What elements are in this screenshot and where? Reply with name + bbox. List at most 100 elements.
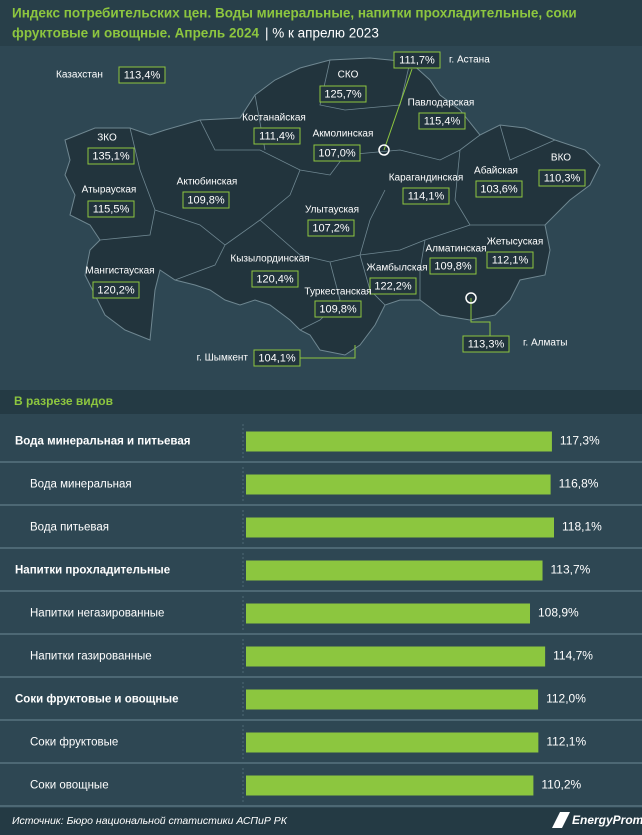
region-name: Жамбылская: [367, 262, 428, 274]
region-name: Жетысуская: [487, 237, 544, 248]
value-label: 120,4%: [256, 273, 294, 285]
title: Индекс потребительских цен. Воды минерал…: [12, 6, 577, 21]
leader-line: [300, 345, 356, 359]
value-label: 112,0%: [546, 692, 586, 706]
region-name: Абайская: [474, 165, 518, 177]
value-box: [307, 219, 355, 237]
value-box: [251, 270, 299, 288]
bar-layer: Вода минеральная и питьевая 117,3% Вода ми…: [0, 424, 642, 807]
value-label: 115,4%: [424, 115, 461, 127]
value-box: [418, 112, 466, 130]
value-label: 110,3%: [544, 172, 581, 184]
value-box: [118, 66, 166, 84]
region-name: Туркестанская: [304, 287, 371, 298]
value-box: [393, 51, 441, 69]
value-label: 115,5%: [93, 203, 130, 215]
region-name: г. Алматы: [523, 338, 567, 349]
value-label: 125,7%: [324, 88, 362, 100]
region-name: Павлодарская: [408, 98, 475, 109]
value-label: 109,8%: [187, 194, 225, 206]
subtitle: | % к апрелю 2023: [265, 26, 379, 41]
value-box: [182, 191, 230, 209]
bar: [246, 732, 539, 753]
value-box: [402, 187, 450, 205]
row-label: Напитки прохладительные: [15, 565, 170, 577]
row-label: Соки фруктовые и овощные: [15, 694, 179, 706]
value-label: 110,2%: [541, 778, 581, 792]
region-name: Актюбинская: [177, 176, 238, 188]
row-label: Соки фруктовые: [30, 737, 118, 749]
value-label: 113,3%: [468, 338, 505, 350]
value-box: [87, 200, 135, 218]
section-band: [0, 390, 642, 414]
value-label: 114,7%: [553, 649, 593, 663]
logo-icon: [552, 812, 570, 828]
bar: [246, 517, 554, 538]
row-label: Напитки негазированные: [30, 608, 164, 620]
bar: [246, 560, 543, 581]
footer-band: [0, 808, 642, 835]
bar: [246, 431, 552, 452]
region-name: г. Шымкент: [197, 353, 249, 364]
section-title: В разрезе видов: [14, 394, 113, 408]
map-layer: Казахстан 113,4% ЗКО 135,1% Атырауская 115,5%…: [56, 51, 586, 367]
value-label: 135,1%: [92, 150, 130, 162]
value-label: 113,7%: [551, 563, 591, 577]
value-box: [319, 85, 367, 103]
region-name: Акмолинская: [313, 129, 374, 140]
value-label: 112,1%: [492, 254, 529, 266]
value-box: [486, 251, 534, 269]
value-label: 109,8%: [434, 260, 472, 272]
value-box: [429, 257, 477, 275]
value-label: 111,7%: [399, 54, 435, 66]
value-label: 113,4%: [124, 69, 161, 81]
country-shape: [64, 57, 601, 356]
source: Источник: Бюро национальной статистики А…: [12, 815, 288, 827]
region-name: Казахстан: [56, 70, 103, 81]
value-box: [538, 169, 586, 187]
bar: [246, 603, 531, 624]
region-name: Кызылординская: [230, 254, 309, 265]
leader-line: [383, 68, 413, 151]
bar: [246, 646, 546, 667]
value-label: 111,4%: [259, 130, 295, 142]
region-name: ВКО: [551, 153, 571, 164]
bar: [246, 474, 551, 495]
leader-line: [470, 298, 491, 336]
value-label: 112,1%: [546, 735, 586, 749]
region-name: Улытауская: [305, 205, 359, 216]
value-label: 114,1%: [408, 190, 445, 202]
value-label: 122,2%: [374, 280, 412, 292]
region-name: Карагандинская: [389, 173, 464, 184]
region-name: Атырауская: [82, 185, 137, 196]
logo: EnergyProm: [572, 813, 642, 827]
value-box: [87, 147, 135, 165]
value-label: 107,0%: [318, 147, 356, 159]
value-label: 116,8%: [559, 477, 599, 491]
value-box: [462, 335, 510, 353]
row-label: Вода минеральная и питьевая: [15, 436, 190, 448]
value-label: 104,1%: [258, 352, 296, 364]
region-name: СКО: [338, 70, 359, 81]
value-label: 109,8%: [319, 303, 357, 315]
region-name: ЗКО: [97, 133, 117, 144]
region-name: Мангистауская: [85, 266, 154, 277]
value-label: 117,3%: [560, 434, 600, 448]
value-box: [475, 180, 523, 198]
value-box: [313, 144, 361, 162]
value-label: 107,2%: [312, 222, 350, 234]
bar: [246, 689, 539, 710]
value-label: 103,6%: [480, 183, 518, 195]
value-label: 120,2%: [97, 284, 135, 296]
row-label: Соки овощные: [30, 780, 109, 792]
value-box: [369, 277, 417, 295]
value-box: [92, 281, 140, 299]
title: фруктовые и овощные. Апрель 2024: [12, 26, 259, 41]
value-box: [253, 127, 301, 145]
value-box: [253, 349, 301, 367]
bar: [246, 775, 534, 796]
region-name: Алматинская: [426, 244, 487, 255]
value-label: 108,9%: [538, 606, 579, 620]
